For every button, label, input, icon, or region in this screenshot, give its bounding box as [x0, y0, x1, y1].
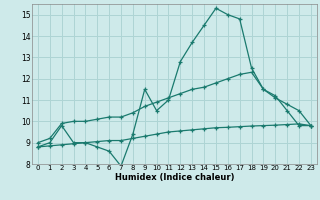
X-axis label: Humidex (Indice chaleur): Humidex (Indice chaleur)	[115, 173, 234, 182]
